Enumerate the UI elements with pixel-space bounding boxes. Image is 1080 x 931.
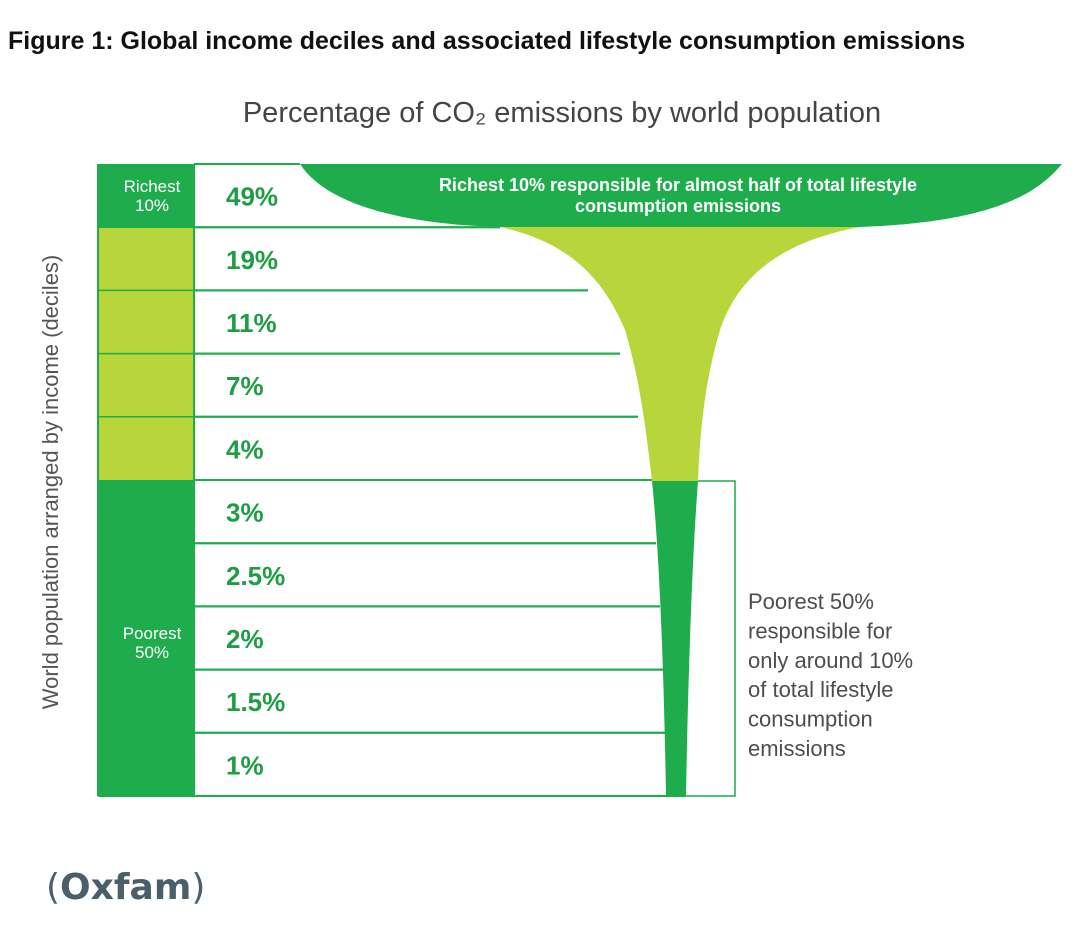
richest-annotation-line2: consumption emissions	[575, 196, 781, 216]
chart-title: Percentage of CO₂ emissions by world pop…	[243, 97, 881, 129]
richest-annotation-line1: Richest 10% responsible for almost half …	[439, 175, 917, 195]
source-caption: (Oxfam)	[46, 866, 205, 910]
decile-value-label: 49%	[226, 182, 278, 212]
group-strip-poorest	[98, 480, 194, 796]
y-axis-label: World population arranged by income (dec…	[38, 255, 63, 710]
figure-title: Figure 1: Global income deciles and asso…	[8, 27, 966, 55]
group-label-richest-line2: 10%	[135, 196, 169, 215]
emission-funnel	[194, 164, 1062, 797]
decile-value-label: 11%	[226, 308, 277, 338]
decile-value-label: 2%	[226, 624, 264, 654]
group-label-poorest-line1: Poorest	[123, 624, 182, 643]
decile-value-labels: 49% 19% 11% 7% 4% 3% 2.5% 2% 1.5% 1%	[226, 182, 285, 781]
funnel-middle-section	[500, 227, 860, 481]
decile-rows	[97, 163, 666, 797]
poorest-annotation-line: of total lifestyle	[748, 677, 894, 702]
poorest-annotation-line: responsible for	[748, 618, 892, 643]
decile-value-label: 19%	[226, 245, 278, 275]
annotations: Richest 10% responsible for almost half …	[439, 175, 917, 761]
group-strip-richest	[98, 164, 194, 228]
poorest-bracket	[686, 480, 736, 797]
decile-row-border	[193, 605, 663, 671]
source-brand: Oxfam	[60, 867, 192, 908]
poorest-annotation-line: consumption	[748, 707, 873, 732]
funnel-chart: Percentage of CO₂ emissions by world pop…	[38, 97, 1062, 797]
group-label-poorest-line2: 50%	[135, 643, 169, 662]
group-label-richest-line1: Richest	[124, 177, 181, 196]
caption-close-paren: )	[191, 867, 206, 908]
decile-value-label: 1.5%	[226, 687, 285, 717]
funnel-poorest-stem	[652, 481, 698, 796]
decile-value-label: 3%	[226, 498, 264, 528]
decile-value-label: 7%	[226, 371, 264, 401]
decile-value-label: 2.5%	[226, 561, 285, 591]
poorest-annotation-line: Poorest 50%	[748, 589, 874, 614]
decile-value-label: 4%	[226, 434, 264, 464]
funnel-richest-band	[300, 164, 1062, 227]
poorest-annotation-line: emissions	[748, 736, 846, 761]
decile-row-border	[193, 731, 666, 797]
decile-value-label: 1%	[226, 750, 264, 780]
poorest-annotation-line: only around 10%	[748, 648, 913, 673]
caption-open-paren: (	[46, 867, 61, 908]
